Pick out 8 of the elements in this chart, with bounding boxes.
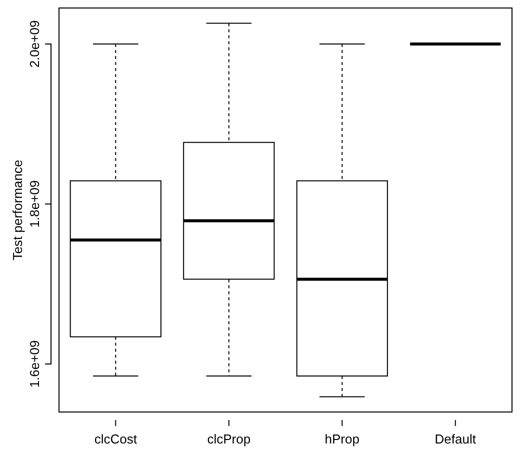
y-axis-title: Test performance — [10, 160, 25, 260]
y-tick-label: 1.8e+09 — [27, 180, 42, 228]
y-tick-label: 2.0e+09 — [27, 20, 42, 68]
y-tick-label: 1.6e+09 — [27, 340, 42, 388]
x-tick-label: clcCost — [94, 431, 138, 446]
x-tick-label: Default — [434, 431, 476, 446]
x-tick-label: clcProp — [207, 431, 251, 446]
x-tick-label: hProp — [324, 431, 360, 446]
